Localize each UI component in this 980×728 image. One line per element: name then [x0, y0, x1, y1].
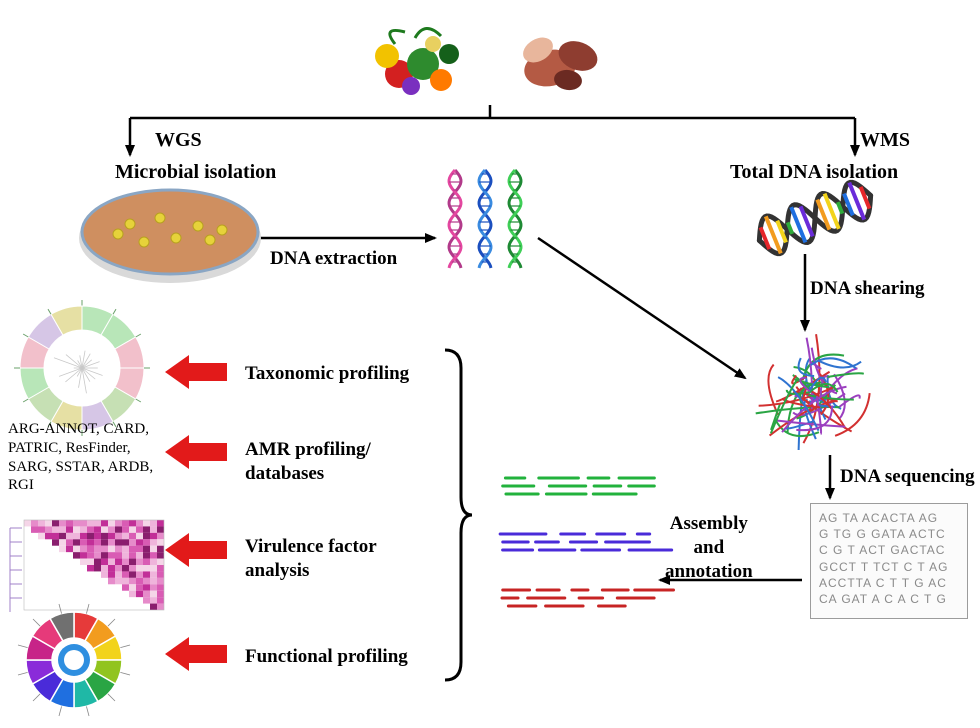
sheared-dna-ball — [756, 334, 870, 450]
label-dna-extraction: DNA extraction — [270, 247, 397, 271]
functional-donut-icon — [18, 604, 130, 716]
label-virulence: Virulence factor analysis — [245, 535, 377, 583]
virulence-heatmap-icon — [10, 520, 164, 612]
label-amr-databases: ARG-ANNOT, CARD, PATRIC, ResFinder, SARG… — [8, 420, 153, 495]
sequences-box: AG TA ACACTA AG G TG G GATA ACTC C G T A… — [810, 503, 968, 619]
taxonomic-wheel-icon — [14, 300, 150, 436]
label-wgs: WGS — [155, 128, 202, 153]
label-dna-sequencing: DNA sequencing — [840, 465, 975, 489]
red-arrows — [165, 355, 227, 671]
petri-dish — [79, 190, 261, 283]
label-dna-shearing: DNA shearing — [810, 277, 925, 301]
label-assembly-annotation: Assembly and annotation — [665, 512, 753, 583]
short-reads — [500, 478, 673, 606]
label-functional: Functional profiling — [245, 645, 408, 669]
label-total-dna-isolation: Total DNA isolation — [730, 160, 898, 185]
label-microbial-isolation: Microbial isolation — [115, 160, 276, 185]
label-taxonomic: Taxonomic profiling — [245, 362, 409, 386]
label-wms: WMS — [860, 128, 910, 153]
curly-bracket — [445, 350, 472, 680]
dna-helices-trio — [449, 170, 521, 268]
diagram-stage: WGS WMS Microbial isolation DNA extracti… — [0, 0, 980, 728]
rainbow-dna-helix — [752, 177, 878, 259]
label-amr: AMR profiling/ databases — [245, 438, 371, 486]
food-illustration — [375, 28, 602, 95]
